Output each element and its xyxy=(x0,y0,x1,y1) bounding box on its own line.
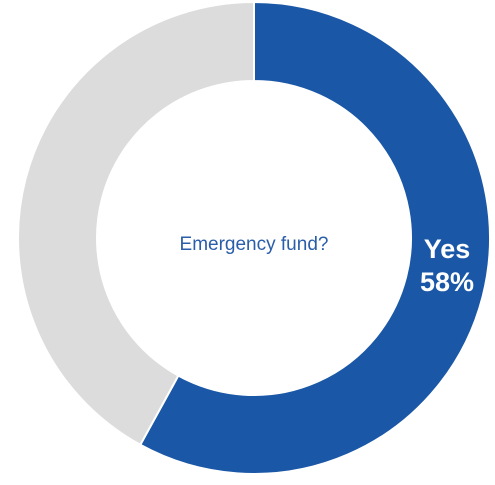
slice-yes xyxy=(138,0,491,475)
slices-layer xyxy=(17,0,491,475)
slice-label-yes: Yes xyxy=(424,234,471,264)
center-label: Emergency fund? xyxy=(180,234,329,255)
slice-no xyxy=(17,0,255,447)
slice-value-yes: 58% xyxy=(420,267,474,297)
